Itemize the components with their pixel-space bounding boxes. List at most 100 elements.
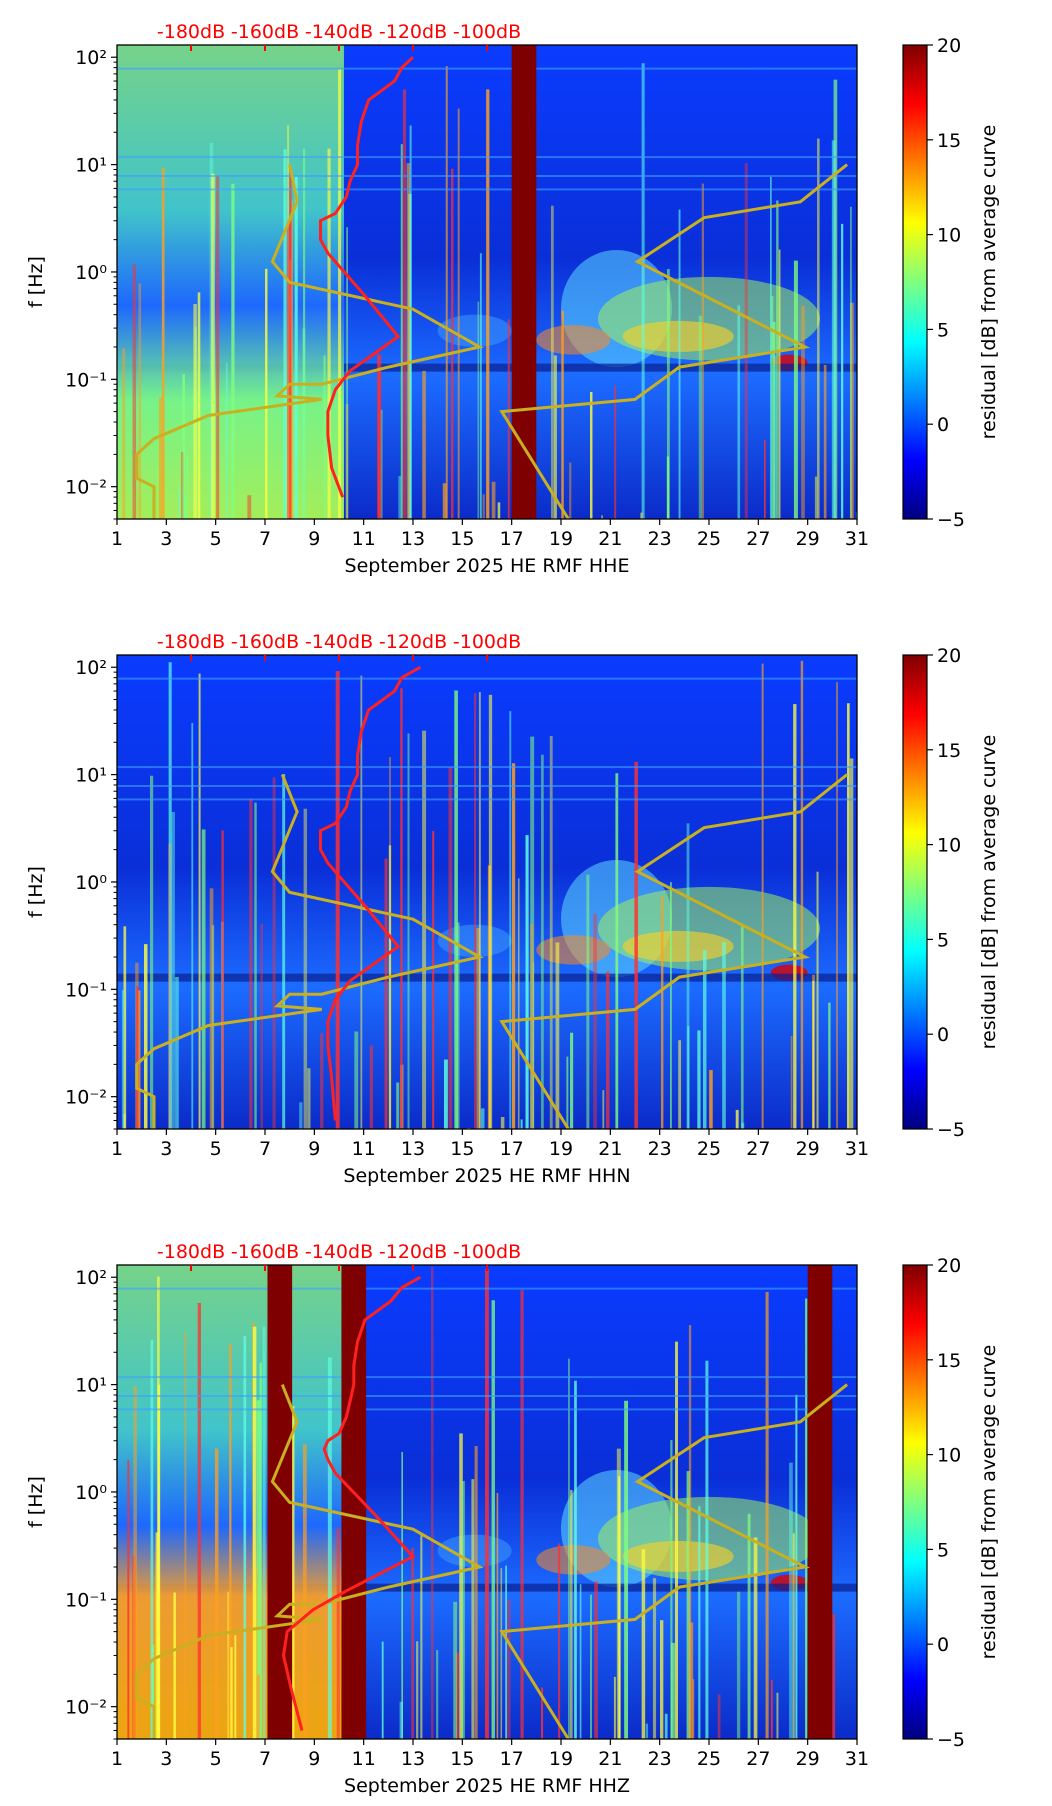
event-streak	[302, 148, 306, 519]
event-streak	[735, 1109, 739, 1129]
event-streak	[221, 830, 224, 1129]
y-tick-label: 10¹	[75, 1375, 107, 1397]
event-streak	[520, 1290, 524, 1739]
event-streak	[540, 1687, 544, 1739]
event-streak	[193, 304, 197, 519]
event-streak	[396, 1082, 400, 1129]
event-streak	[831, 140, 836, 519]
event-streak	[476, 927, 480, 1129]
colorbar-tick-label: −5	[937, 1119, 965, 1141]
colorbar-tick-label: −5	[937, 1729, 965, 1751]
event-streak	[282, 774, 286, 1129]
event-streak	[549, 736, 553, 1129]
event-streak	[793, 260, 798, 519]
x-tick-label: 7	[259, 1138, 271, 1160]
event-streak	[836, 682, 838, 1129]
event-streak	[178, 486, 181, 519]
event-streak	[227, 1591, 230, 1739]
event-streak	[461, 1480, 465, 1739]
event-streak	[776, 200, 779, 519]
y-axis-label: f [Hz]	[25, 1476, 47, 1528]
tonal-line	[117, 188, 857, 191]
event-streak	[411, 1547, 415, 1739]
elevated-background-block	[117, 45, 344, 519]
event-streak	[182, 374, 185, 519]
x-tick-label: 13	[401, 528, 425, 550]
event-streak	[717, 1694, 721, 1739]
event-streak	[614, 385, 617, 519]
event-streak	[416, 1641, 419, 1739]
event-streak	[256, 1400, 261, 1739]
x-tick-label: 1	[111, 1138, 123, 1160]
event-streak	[569, 1489, 573, 1739]
event-streak	[482, 494, 485, 519]
energy-patch	[622, 930, 734, 962]
event-streak	[443, 1059, 448, 1129]
event-streak	[149, 775, 154, 1129]
event-streak	[209, 888, 214, 1129]
energy-patch	[536, 325, 611, 355]
event-streak	[776, 1692, 779, 1739]
colorbar-tick-label: 15	[937, 1350, 961, 1372]
event-streak	[509, 711, 512, 1129]
x-tick-label: 15	[450, 1748, 474, 1770]
event-streak	[590, 1594, 592, 1739]
event-streak	[283, 149, 287, 519]
event-streak	[249, 798, 253, 1129]
event-streak	[431, 1266, 434, 1739]
noise-model-curve-right	[499, 773, 849, 1129]
event-streak	[380, 409, 383, 519]
event-streak	[485, 1268, 489, 1739]
event-streak	[409, 125, 412, 519]
event-streak	[688, 1325, 692, 1739]
y-tick-label: 10¹	[75, 155, 107, 177]
event-streak	[136, 985, 139, 1129]
event-streak	[740, 926, 744, 1129]
event-streak	[497, 502, 501, 519]
x-tick-label: 23	[648, 1138, 672, 1160]
event-streak	[737, 305, 741, 519]
event-streak	[184, 1331, 187, 1739]
event-streak	[294, 176, 298, 519]
noise-model-curve-right	[499, 163, 849, 519]
event-streak	[507, 1599, 511, 1739]
event-streak	[127, 1460, 130, 1739]
x-tick-label: 25	[697, 528, 721, 550]
tonal-line	[117, 1394, 857, 1397]
event-streak	[566, 1056, 569, 1129]
event-streak	[816, 871, 819, 1129]
event-streak	[198, 673, 201, 1129]
noise-floor-curve	[319, 56, 415, 498]
event-streak	[763, 439, 766, 519]
event-streak	[161, 167, 165, 519]
x-tick-label: 31	[845, 1138, 869, 1160]
y-tick-label: 10⁰	[75, 262, 107, 284]
event-streak	[517, 878, 520, 1129]
x-tick-label: 9	[308, 528, 320, 550]
event-streak	[398, 476, 402, 519]
event-streak	[259, 1362, 262, 1739]
event-streak	[272, 777, 276, 1129]
event-streak	[823, 364, 827, 519]
event-streak	[666, 269, 670, 519]
colorbar-tick-label: 5	[937, 319, 949, 341]
event-streak	[805, 1298, 808, 1739]
event-streak	[624, 1400, 629, 1739]
event-streak	[689, 1622, 694, 1739]
x-tick-label: 1	[111, 528, 123, 550]
x-tick-label: 27	[746, 528, 770, 550]
event-streak	[459, 1433, 463, 1739]
event-streak	[641, 1549, 646, 1739]
event-streak	[722, 942, 726, 1129]
colorbar-tick-label: −5	[937, 509, 965, 531]
x-tick-label: 25	[697, 1138, 721, 1160]
noise-model-curve-left	[135, 1384, 484, 1739]
x-axis-label: September 2025 HE RMF HHN	[343, 1165, 630, 1187]
x-tick-label: 3	[160, 528, 172, 550]
colorbar-tick-label: 10	[937, 835, 961, 857]
x-tick-label: 23	[648, 1748, 672, 1770]
y-tick-label: 10⁻¹	[65, 979, 107, 1001]
event-streak	[457, 108, 460, 519]
event-streak	[175, 976, 179, 1129]
